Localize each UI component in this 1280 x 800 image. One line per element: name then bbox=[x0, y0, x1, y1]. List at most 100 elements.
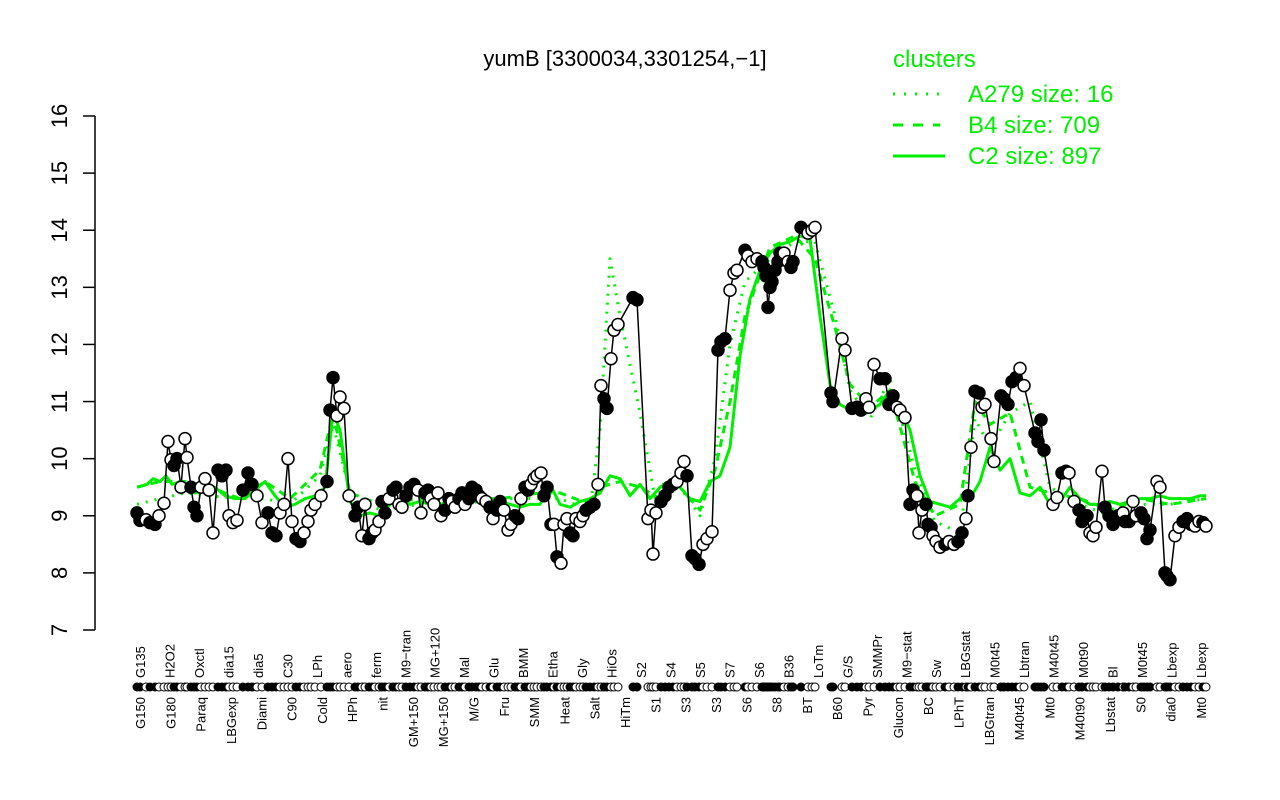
x-tick-label: M9−stat bbox=[899, 631, 914, 678]
data-point bbox=[680, 469, 694, 483]
data-point bbox=[534, 466, 548, 480]
data-point bbox=[245, 477, 259, 492]
data-point bbox=[157, 496, 171, 510]
y-tick-label: 13 bbox=[47, 275, 72, 299]
data-point bbox=[297, 526, 311, 540]
data-point bbox=[1034, 413, 1048, 427]
data-point bbox=[389, 480, 403, 494]
data-point bbox=[1050, 490, 1064, 505]
data-point bbox=[326, 370, 340, 385]
x-tick-label: Pyr bbox=[861, 696, 876, 716]
data-point bbox=[919, 497, 933, 512]
x-tick-label: Diami bbox=[254, 697, 269, 730]
x-tick-label: Glu bbox=[487, 658, 502, 678]
data-point bbox=[261, 506, 275, 520]
data-point bbox=[984, 431, 998, 446]
chart-title: yumB [3300034,3301254,−1] bbox=[483, 46, 766, 71]
data-point bbox=[835, 331, 849, 346]
x-tick-label: S0 bbox=[1133, 697, 1148, 713]
x-tick-label: Lbstat bbox=[1103, 697, 1118, 733]
y-tick-label: 8 bbox=[47, 567, 72, 579]
data-point bbox=[320, 474, 334, 489]
data-point bbox=[1080, 509, 1094, 523]
data-point bbox=[591, 477, 605, 492]
x-tick-label: Mt0 bbox=[1042, 697, 1057, 719]
y-tick-label: 12 bbox=[47, 332, 72, 356]
data-point bbox=[978, 397, 992, 412]
x-tick-label: M9−tran bbox=[398, 630, 413, 678]
x-tick-label: dia5 bbox=[251, 653, 266, 678]
y-tick-label: 11 bbox=[47, 390, 72, 413]
condition-marker bbox=[810, 682, 820, 692]
legend-entry-c2: C2 size: 897 bbox=[968, 143, 1101, 170]
x-tick-label: ferm bbox=[369, 652, 384, 678]
data-point bbox=[414, 506, 428, 520]
x-tick-label: nit bbox=[376, 697, 391, 711]
x-tick-label: dia0 bbox=[1164, 697, 1179, 722]
data-point bbox=[314, 489, 328, 503]
data-point bbox=[677, 454, 691, 469]
data-point bbox=[987, 454, 1001, 469]
data-point bbox=[152, 509, 166, 523]
data-point bbox=[206, 526, 220, 540]
data-point bbox=[611, 317, 625, 332]
data-point bbox=[180, 450, 194, 465]
data-point bbox=[431, 486, 445, 500]
data-point bbox=[912, 526, 926, 540]
data-point bbox=[202, 483, 216, 497]
x-tick-label: M40t45 bbox=[1012, 697, 1027, 740]
x-tick-label: H2O2 bbox=[162, 644, 177, 678]
data-point bbox=[337, 401, 351, 416]
x-tick-label: S6 bbox=[739, 697, 754, 713]
cluster-line-dashed bbox=[136, 234, 1207, 518]
condition-marker bbox=[632, 682, 642, 692]
x-tick-label: G180 bbox=[163, 697, 178, 729]
y-axis: 7 8 9 10 11 12 13 14 15 16 bbox=[47, 104, 96, 636]
x-tick-label: G150 bbox=[133, 697, 148, 729]
data-point bbox=[301, 514, 315, 529]
data-point bbox=[862, 400, 876, 415]
data-point bbox=[761, 300, 775, 315]
x-tick-label: aero bbox=[339, 652, 354, 678]
data-point bbox=[1126, 494, 1140, 509]
data-point bbox=[961, 489, 975, 503]
data-point bbox=[692, 557, 706, 572]
x-axis-labels: G135 H2O2 Oxctl dia15 dia5 C30 LPh aero ferm M9−t… bbox=[133, 628, 1209, 747]
data-point bbox=[649, 506, 663, 520]
x-tick-label: M/G bbox=[466, 697, 481, 722]
data-point bbox=[1163, 572, 1177, 587]
x-tick-label: Heat bbox=[557, 697, 572, 725]
x-tick-label: C90 bbox=[285, 697, 300, 721]
data-point bbox=[219, 463, 233, 477]
x-tick-label: Mt0 bbox=[1194, 697, 1209, 719]
x-tick-label: BC bbox=[921, 697, 936, 715]
data-point bbox=[878, 371, 892, 386]
data-point bbox=[1062, 466, 1076, 480]
data-point bbox=[178, 431, 192, 446]
cluster-lines bbox=[136, 234, 1207, 535]
data-point bbox=[600, 401, 614, 416]
data-points bbox=[130, 220, 1213, 587]
data-point bbox=[587, 497, 601, 512]
x-tick-label: S3 bbox=[679, 697, 694, 713]
y-tick-label: 16 bbox=[47, 104, 72, 128]
x-tick-label: S8 bbox=[770, 697, 785, 713]
data-point bbox=[594, 378, 608, 393]
x-tick-label: Paraq bbox=[194, 697, 209, 732]
data-point bbox=[285, 514, 299, 529]
data-point bbox=[826, 394, 840, 409]
data-point bbox=[604, 351, 618, 366]
condition-marker bbox=[1201, 682, 1211, 692]
data-point bbox=[497, 503, 511, 517]
y-tick-label: 10 bbox=[47, 446, 72, 470]
x-tick-label: M0t45 bbox=[1135, 642, 1150, 678]
data-point bbox=[1199, 519, 1213, 533]
data-point bbox=[786, 254, 800, 269]
legend-entry-b4: B4 size: 709 bbox=[968, 112, 1100, 139]
data-point bbox=[955, 526, 969, 540]
x-tick-label: LBGstat bbox=[958, 631, 973, 678]
data-point bbox=[378, 506, 392, 520]
condition-marker bbox=[1019, 682, 1029, 692]
x-tick-label: SMMPr bbox=[870, 634, 885, 678]
x-tick-label: S1 bbox=[648, 697, 663, 713]
